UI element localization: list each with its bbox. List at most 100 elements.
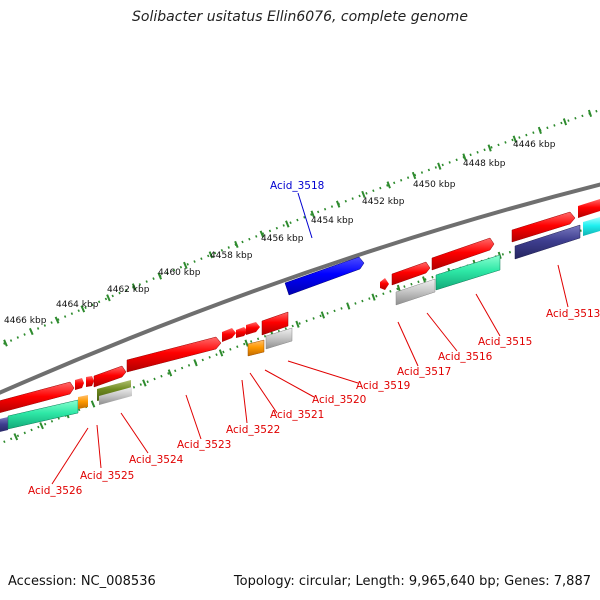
- ruler-tick: [142, 379, 147, 387]
- gene-block: [78, 395, 88, 409]
- leader-acid-3524: [120, 412, 149, 454]
- gene-block: [126, 336, 222, 373]
- leader-acid-3513: [557, 264, 569, 308]
- ruler-tick: [335, 200, 341, 208]
- leader-acid-3515: [475, 293, 501, 337]
- gene-block: [7, 399, 79, 430]
- gene-block: [583, 217, 600, 236]
- label-acid-3519: Acid_3519: [356, 380, 410, 392]
- ruler-tick: [244, 339, 249, 347]
- ruler-tick: [106, 294, 111, 302]
- ruler-tick: [512, 135, 517, 143]
- gene-block: [246, 322, 260, 335]
- ruler-tick: [371, 293, 376, 301]
- gene-block: [391, 261, 431, 286]
- label-acid-3513: Acid_3513: [546, 308, 600, 320]
- ruler-tick: [462, 153, 467, 161]
- label-leaders: [51, 192, 569, 485]
- ruler-tick: [537, 126, 542, 135]
- ruler-label: 4446 kbp: [513, 140, 556, 150]
- ruler-label: 4466 kbp: [4, 316, 47, 326]
- label-acid-3517: Acid_3517: [397, 366, 451, 378]
- ruler-tick: [157, 272, 163, 280]
- leader-acid-3517: [397, 321, 419, 367]
- ruler-label: 4460 kbp: [158, 268, 201, 278]
- ruler-labels: 4446 kbp 4448 kbp 4450 kbp 4452 kbp 4454 kbp…: [4, 140, 556, 326]
- ruler-label: 4458 kbp: [210, 251, 253, 261]
- ruler-tick: [587, 109, 593, 118]
- ruler-label: 4456 kbp: [261, 234, 304, 244]
- ruler-tick: [183, 261, 188, 269]
- ruler-label: 4452 kbp: [362, 197, 405, 207]
- ruler-tick: [218, 349, 224, 357]
- label-acid-3523: Acid_3523: [177, 439, 231, 451]
- gene-block: [247, 339, 265, 357]
- gene-block: [236, 327, 248, 338]
- leader-acid-3525: [96, 424, 102, 469]
- ruler-tick: [234, 240, 239, 248]
- genome-summary: Topology: circular; Length: 9,965,640 bp…: [233, 574, 591, 589]
- leader-acid-3519: [287, 360, 359, 384]
- outer-ruler: [0, 108, 600, 347]
- label-acid-3521: Acid_3521: [270, 409, 324, 421]
- ruler-label: 4462 kbp: [107, 285, 150, 295]
- leader-acid-3526: [51, 427, 89, 485]
- ruler-tick: [487, 144, 492, 152]
- gene-block: [431, 237, 495, 271]
- gene-block: [261, 311, 289, 336]
- label-acid-3515: Acid_3515: [478, 336, 532, 348]
- gene-block: [511, 211, 576, 243]
- gene-block: [514, 224, 581, 260]
- label-acid-3524: Acid_3524: [129, 454, 184, 466]
- gene-block: [99, 387, 132, 405]
- leader-acid-3516: [426, 312, 458, 352]
- gene-block: [0, 417, 8, 432]
- ruler-label: 4464 kbp: [56, 300, 99, 310]
- label-acid-3522: Acid_3522: [226, 424, 280, 436]
- ruler-tick: [80, 305, 86, 313]
- ruler-tick: [39, 422, 44, 430]
- ruler-label: 4450 kbp: [413, 180, 456, 190]
- ruler-tick: [310, 210, 315, 218]
- ruler-tick: [193, 359, 198, 367]
- ruler-tick: [90, 400, 96, 408]
- gene-block: [93, 365, 127, 388]
- gene-block: [380, 278, 389, 290]
- gene-block: [578, 199, 600, 218]
- gene-block: [222, 328, 236, 342]
- gene-block: [435, 254, 501, 291]
- ruler-tick: [285, 220, 290, 228]
- accession-text: Accession: NC_008536: [8, 574, 156, 589]
- gene-block: [75, 378, 84, 390]
- label-acid-3526: Acid_3526: [28, 485, 83, 497]
- leader-acid-3522: [241, 379, 248, 424]
- leader-acid-3518: [297, 192, 313, 239]
- forward-genes: [0, 199, 600, 413]
- leader-acid-3520: [264, 369, 315, 398]
- gene-block: [86, 376, 94, 387]
- ruler-tick: [361, 190, 366, 199]
- label-acid-3516: Acid_3516: [438, 351, 493, 363]
- ruler-tick: [54, 316, 60, 324]
- ruler-label: 4454 kbp: [311, 216, 354, 226]
- leader-acid-3523: [185, 394, 202, 440]
- label-acid-3518: Acid_3518: [270, 180, 324, 192]
- ruler-tick: [3, 339, 8, 347]
- ruler-label: 4448 kbp: [463, 159, 506, 169]
- gene-block: [265, 327, 293, 350]
- label-acid-3520: Acid_3520: [312, 394, 366, 406]
- ruler-tick: [131, 283, 137, 291]
- gene-labels: Acid_3518 Acid_3513 Acid_3515 Acid_3516 …: [28, 180, 600, 497]
- ruler-tick: [562, 118, 568, 126]
- ruler-tick: [259, 230, 265, 238]
- ruler-tick: [346, 302, 351, 310]
- inner-genes: [0, 217, 600, 432]
- gene-block: [395, 278, 436, 306]
- ruler-tick: [13, 433, 19, 441]
- map-title: Solibacter usitatus Ellin6076, complete …: [132, 9, 468, 25]
- gene-block: [0, 381, 75, 413]
- ruler-tick: [437, 162, 442, 170]
- ruler-tick: [208, 251, 214, 259]
- outer-ruler-ticks: [3, 109, 593, 347]
